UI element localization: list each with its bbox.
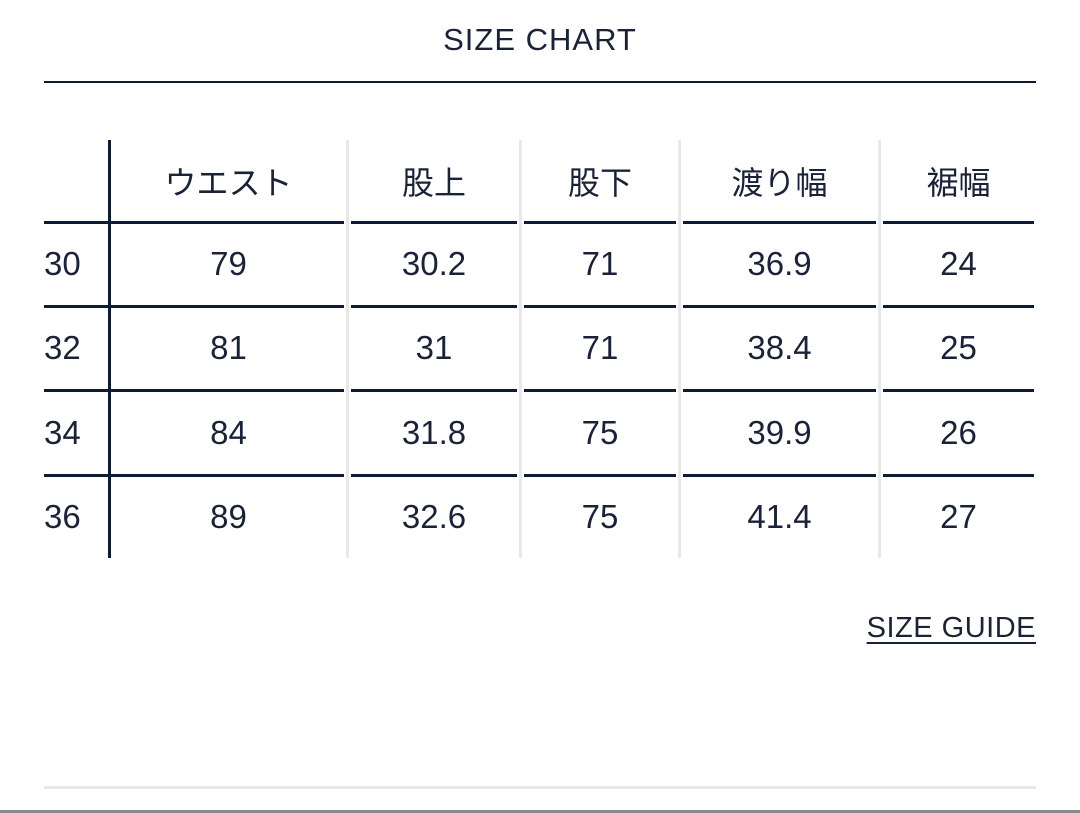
table-cell: 79 — [111, 221, 346, 306]
header-corner — [44, 140, 111, 222]
size-chart-table: ウエスト 股上 股下 渡り幅 裾幅 30 79 30.2 71 36.9 24 32 81 31 71 38.… — [44, 140, 1036, 558]
title-divider — [44, 81, 1036, 83]
table-cell: 24 — [878, 221, 1036, 306]
table-cell: 31.8 — [346, 389, 519, 475]
table-cell: 71 — [519, 221, 678, 306]
table-cell: 39.9 — [678, 389, 878, 475]
table-cell: 26 — [878, 389, 1036, 475]
table-cell: 36.9 — [678, 221, 878, 306]
page-title: SIZE CHART — [443, 22, 637, 57]
bottom-divider — [44, 786, 1036, 789]
table-cell: 38.4 — [678, 305, 878, 390]
row-header-size: 30 — [44, 221, 111, 306]
table-cell: 27 — [878, 474, 1036, 558]
row-header-size: 36 — [44, 474, 111, 558]
table-cell: 75 — [519, 389, 678, 475]
row-header-size: 34 — [44, 389, 111, 475]
table-cell: 75 — [519, 474, 678, 558]
page-edge-divider — [0, 810, 1080, 813]
table-cell: 25 — [878, 305, 1036, 390]
column-header: 股下 — [519, 140, 678, 222]
column-header: 裾幅 — [878, 140, 1036, 222]
table-cell: 71 — [519, 305, 678, 390]
table-cell: 32.6 — [346, 474, 519, 558]
table-cell: 81 — [111, 305, 346, 390]
table-cell: 31 — [346, 305, 519, 390]
table-cell: 84 — [111, 389, 346, 475]
size-guide-link[interactable]: SIZE GUIDE — [866, 612, 1036, 644]
column-header: 渡り幅 — [678, 140, 878, 222]
table-cell: 41.4 — [678, 474, 878, 558]
row-header-size: 32 — [44, 305, 111, 390]
column-header: ウエスト — [164, 165, 293, 201]
table-cell: 30.2 — [346, 221, 519, 306]
column-header: 股上 — [346, 140, 519, 222]
table-cell: 89 — [111, 474, 346, 558]
